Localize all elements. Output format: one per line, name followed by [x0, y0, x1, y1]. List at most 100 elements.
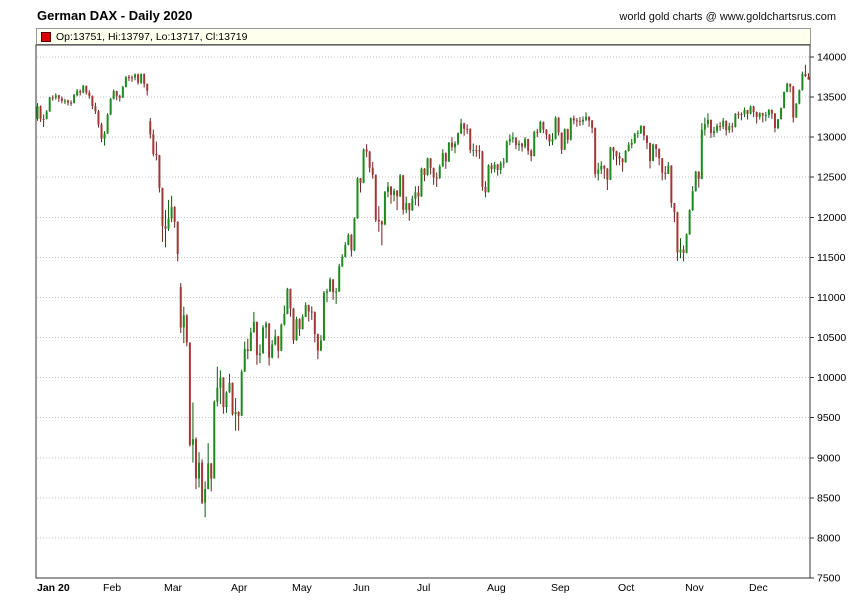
candle-body-up [679, 249, 682, 253]
x-month-label: Dec [749, 582, 768, 594]
candle-body-down [100, 124, 103, 139]
candle-body-up [362, 149, 365, 183]
candle-body-up [780, 108, 783, 120]
candle-body-down [149, 121, 152, 135]
candle-body-up [240, 371, 243, 416]
candle-body-down [484, 186, 487, 193]
candle-body-down [222, 377, 225, 408]
candle-body-up [335, 291, 338, 293]
candle-body-down [514, 137, 517, 146]
candle-body-down [435, 177, 438, 179]
candle-body-up [688, 210, 691, 235]
candle-body-down [557, 117, 560, 133]
candle-body-down [725, 120, 728, 131]
candle-body-up [554, 117, 557, 140]
candle-body-down [719, 126, 722, 128]
candle-body-up [685, 234, 688, 253]
candle-body-up [517, 143, 520, 146]
candle-body-down [70, 102, 73, 104]
candle-body-up [716, 126, 719, 132]
candle-body-down [481, 151, 484, 187]
candle-body-down [246, 349, 249, 351]
y-tick-label: 11000 [817, 292, 846, 304]
candle-body-up [219, 377, 222, 388]
candle-body-up [383, 191, 386, 225]
candle-body-down [365, 149, 368, 152]
candle-body-up [600, 165, 603, 170]
candle-body-up [286, 288, 289, 314]
candle-body-down [731, 126, 734, 128]
candle-body-down [350, 234, 353, 251]
candle-body-up [597, 169, 600, 174]
candle-body-down [575, 120, 578, 122]
candle-body-up [393, 190, 396, 195]
candle-body-down [201, 462, 204, 503]
candle-body-down [298, 319, 301, 330]
candle-body-down [697, 171, 700, 179]
candle-body-down [155, 154, 158, 156]
candle-body-down [380, 221, 383, 225]
candle-body-up [301, 316, 304, 330]
candle-body-down [709, 119, 712, 133]
candle-body-up [213, 401, 216, 479]
candle-body-down [60, 98, 63, 101]
y-tick-label: 10500 [817, 332, 846, 344]
candle-body-up [420, 168, 423, 197]
candle-body-up [262, 327, 265, 354]
candle-body-down [746, 110, 749, 114]
candle-body-up [728, 126, 731, 131]
candle-body-down [91, 95, 94, 107]
x-month-label: Feb [103, 582, 121, 594]
candle-body-up [801, 73, 804, 91]
candle-body-up [777, 119, 780, 129]
candle-body-down [137, 74, 140, 83]
candle-body-up [326, 291, 329, 293]
candle-body-up [274, 336, 277, 345]
candle-body-down [450, 142, 453, 148]
candle-body-down [649, 142, 652, 161]
candle-body-up [225, 392, 228, 408]
candle-body-up [786, 83, 789, 92]
candle-body-up [703, 124, 706, 130]
candle-body-down [51, 97, 54, 99]
candle-body-up [76, 91, 79, 96]
candle-body-up [743, 110, 746, 115]
ohlc-values: Op:13751, Hi:13797, Lo:13717, Cl:13719 [56, 30, 248, 43]
x-month-label: Oct [618, 582, 634, 594]
candle-body-up [563, 129, 566, 150]
candle-body-down [621, 158, 624, 163]
candle-body-up [295, 319, 298, 341]
candle-body-down [676, 212, 679, 253]
candle-body-down [88, 92, 91, 96]
candle-body-up [109, 98, 112, 115]
candle-body-up [511, 137, 514, 140]
candle-body-up [170, 207, 173, 219]
candle-body-down [66, 100, 69, 103]
candle-body-down [536, 131, 539, 133]
candle-body-up [457, 133, 460, 144]
candle-body-up [322, 292, 325, 341]
candle-body-down [118, 96, 121, 98]
candle-body-down [42, 118, 45, 120]
candle-body-down [618, 156, 621, 159]
candle-body-up [569, 118, 572, 140]
candle-body-up [636, 133, 639, 135]
candle-body-down [444, 153, 447, 162]
candle-body-down [408, 203, 411, 211]
candle-body-up [234, 412, 237, 415]
candle-body-down [761, 113, 764, 116]
candle-body-down [85, 85, 88, 93]
candle-body-down [307, 305, 310, 312]
candle-body-up [627, 144, 630, 151]
candle-body-up [258, 353, 261, 356]
candle-body-up [447, 142, 450, 162]
candle-body-down [773, 113, 776, 129]
x-month-label: May [292, 582, 313, 594]
candle-body-up [700, 129, 703, 179]
candle-body-up [624, 150, 627, 163]
candle-body-down [789, 83, 792, 87]
candle-body-up [228, 382, 231, 393]
candle-body-up [341, 256, 344, 267]
candle-body-down [658, 148, 661, 159]
